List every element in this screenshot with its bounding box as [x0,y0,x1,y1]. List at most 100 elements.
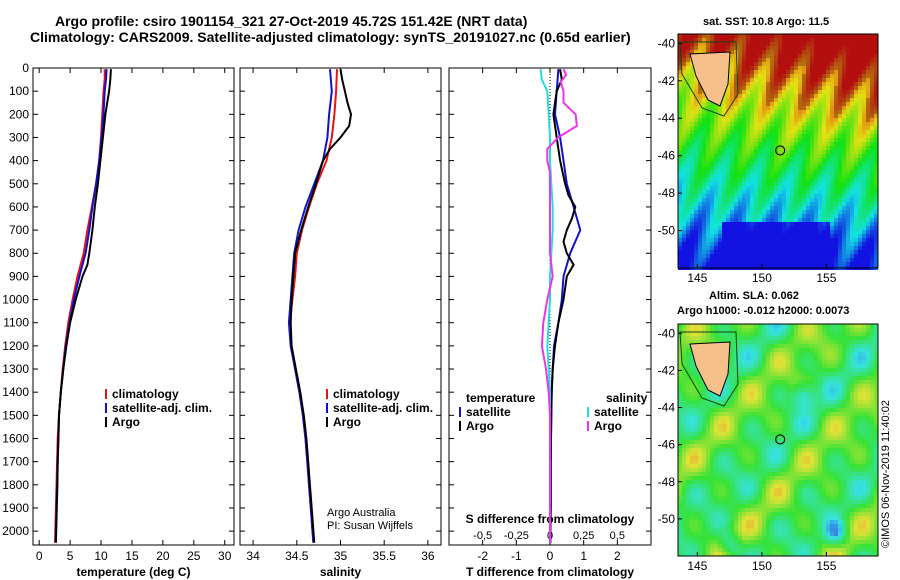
map-cell [706,166,710,170]
map-cell [806,258,810,262]
map-cell [770,82,774,86]
map-cell [718,448,722,452]
map-cell [682,170,686,174]
map-cell [762,368,766,372]
map-cell [854,250,858,254]
map-cell [810,424,814,428]
map-cell [782,254,786,258]
map-cell [814,190,818,194]
map-cell [766,396,770,400]
map-cell [838,356,842,360]
map-cell [806,380,810,384]
map-cell [850,250,854,254]
map-cell [678,400,682,404]
map-cell [730,380,734,384]
map-cell [818,336,822,340]
map-cell [874,202,878,206]
map-cell [786,408,790,412]
map-cell [714,404,718,408]
map-cell [822,230,826,234]
map-cell [742,110,746,114]
map-cell [850,194,854,198]
map-cell [754,82,758,86]
map-cell [682,424,686,428]
map-cell [758,230,762,234]
map-cell [702,154,706,158]
map-cell [758,198,762,202]
map-cell [702,122,706,126]
map-cell [842,94,846,98]
map-cell [810,46,814,50]
map-cell [806,428,810,432]
map-cell [750,178,754,182]
map-cell [838,150,842,154]
map-cell [802,122,806,126]
map-cell [706,190,710,194]
map-cell [726,94,730,98]
map-cell [850,242,854,246]
map-cell [838,182,842,186]
map-cell [698,328,702,332]
map-cell [738,202,742,206]
map-cell [718,262,722,266]
map-cell [806,250,810,254]
map-cell [734,352,738,356]
map-cell [706,174,710,178]
map-cell [858,126,862,130]
map-cell [714,234,718,238]
map-cell [774,38,778,42]
map-cell [866,98,870,102]
map-cell [710,238,714,242]
map-cell [710,106,714,110]
map-cell [730,154,734,158]
map-cell [750,206,754,210]
map-cell [830,114,834,118]
map-cell [782,138,786,142]
map-cell [830,242,834,246]
map-cell [762,210,766,214]
map-cell [794,444,798,448]
map-cell [794,138,798,142]
map-cell [814,182,818,186]
map-cell [866,456,870,460]
map-cell [854,400,858,404]
map-cell [730,106,734,110]
map-cell [762,372,766,376]
map-cell [842,186,846,190]
y-tick-label: 1600 [2,431,29,445]
map-cell [846,428,850,432]
map-cell [854,424,858,428]
map-cell [858,396,862,400]
map-cell [706,210,710,214]
map-cell [694,464,698,468]
map-cell [806,194,810,198]
map-cell [714,412,718,416]
map-cell [806,138,810,142]
map-cell [834,170,838,174]
map-cell [818,190,822,194]
map-cell [862,404,866,408]
map-cell [686,420,690,424]
map-cell [802,412,806,416]
map-cell [762,396,766,400]
map-cell [870,360,874,364]
map-cell [722,122,726,126]
map-cell [726,142,730,146]
map-cell [846,70,850,74]
map-cell [770,214,774,218]
map-cell [770,380,774,384]
map-cell [686,66,690,70]
map-cell [874,416,878,420]
map-cell [810,90,814,94]
map-cell [750,78,754,82]
map-cell [842,198,846,202]
map-cell [774,356,778,360]
map-cell [730,464,734,468]
map-cell [698,412,702,416]
map-cell [774,194,778,198]
map-cell [686,38,690,42]
map-cell [798,78,802,82]
map-cell [710,194,714,198]
map-cell [838,66,842,70]
map-cell [866,154,870,158]
